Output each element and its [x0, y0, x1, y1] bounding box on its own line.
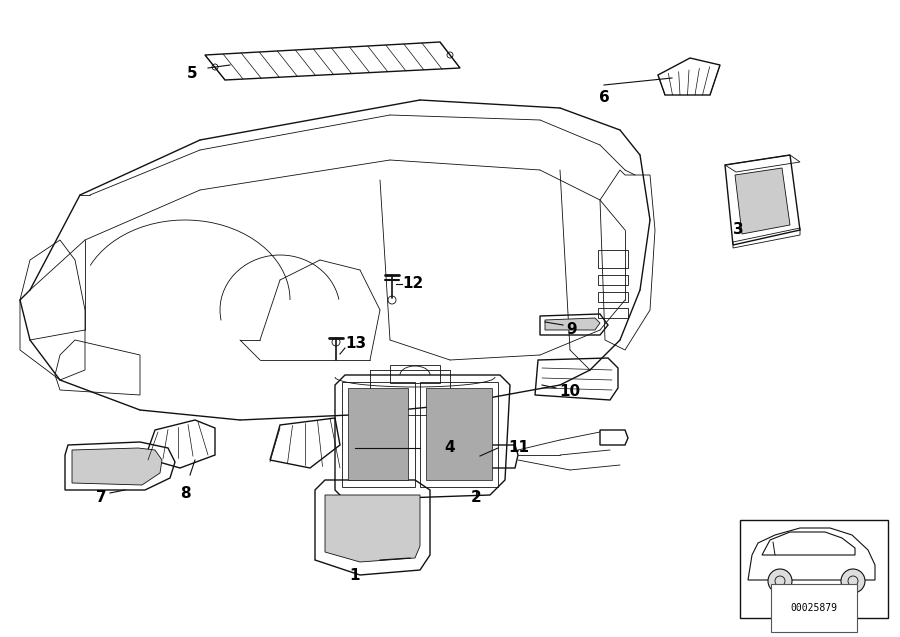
- Text: 5: 5: [186, 66, 197, 80]
- Bar: [740, 520, 888, 618]
- Text: 1: 1: [350, 568, 360, 582]
- Text: 7: 7: [95, 489, 106, 505]
- Text: 4: 4: [445, 441, 455, 455]
- Bar: [598, 275, 628, 285]
- Polygon shape: [545, 318, 600, 330]
- Text: 9: 9: [567, 322, 577, 338]
- Polygon shape: [325, 495, 420, 562]
- Text: 11: 11: [508, 441, 529, 455]
- Circle shape: [841, 569, 865, 593]
- Circle shape: [768, 569, 792, 593]
- Polygon shape: [735, 168, 790, 234]
- Text: 10: 10: [560, 385, 580, 399]
- Text: 8: 8: [180, 485, 190, 501]
- Text: 00025879: 00025879: [790, 603, 838, 613]
- Polygon shape: [426, 388, 492, 480]
- Bar: [598, 250, 628, 268]
- Polygon shape: [72, 448, 162, 485]
- Text: 13: 13: [346, 336, 366, 350]
- Bar: [390, 365, 440, 383]
- Text: 6: 6: [598, 90, 609, 106]
- Bar: [598, 308, 628, 318]
- Polygon shape: [348, 388, 408, 480]
- Text: 3: 3: [733, 222, 743, 238]
- Text: 2: 2: [471, 490, 482, 506]
- Bar: [598, 292, 628, 302]
- Text: 12: 12: [402, 276, 424, 292]
